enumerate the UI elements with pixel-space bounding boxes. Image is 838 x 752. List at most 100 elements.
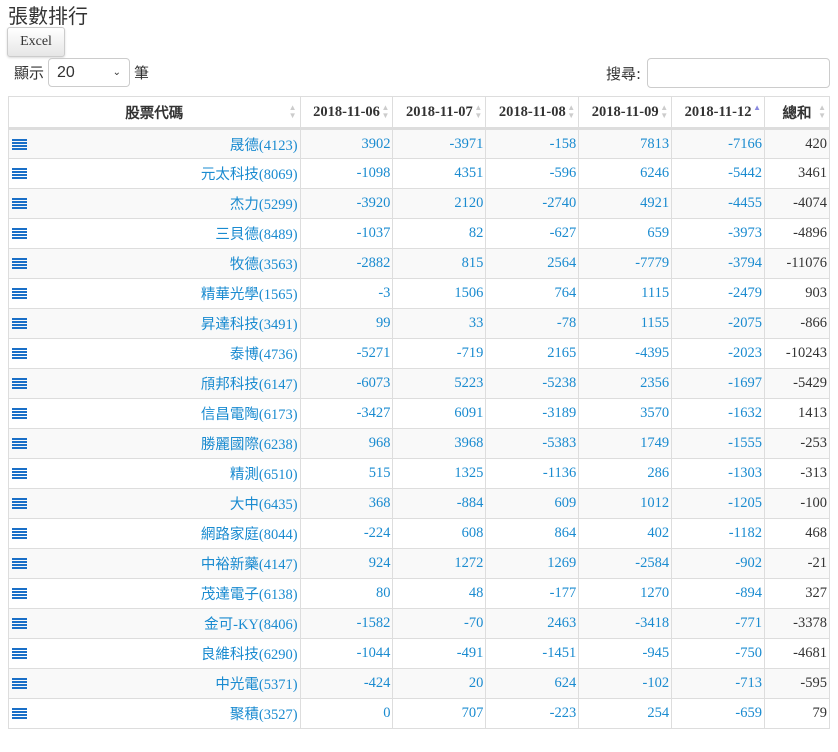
cell-text: 勝麗國際(6238) — [200, 437, 298, 453]
stock-link[interactable]: 大中(6435) — [8, 488, 301, 519]
cell-text: -1451 — [542, 645, 577, 661]
cell-text: -3973 — [728, 225, 762, 241]
value-cell: 2463 — [485, 608, 580, 639]
value-cell: -713 — [671, 668, 765, 699]
stock-link[interactable]: 泰博(4736) — [8, 338, 301, 369]
value-cell: 4921 — [578, 188, 673, 219]
cell-text: 659 — [647, 225, 670, 241]
value-cell: 6091 — [392, 398, 487, 429]
list-icon[interactable] — [12, 139, 27, 150]
stock-link[interactable]: 昇達科技(3491) — [8, 308, 301, 339]
value-cell: 707 — [392, 698, 487, 729]
column-header-2[interactable]: 2018-11-07 ▲ ▼ — [392, 96, 487, 130]
value-cell: 402 — [578, 518, 673, 549]
stock-link[interactable]: 中裕新藥(4147) — [8, 548, 301, 579]
cell-text: 5223 — [454, 375, 484, 391]
cell-text: 864 — [554, 525, 577, 541]
sum-cell: -253 — [764, 428, 830, 459]
stock-link[interactable]: 精華光學(1565) — [8, 278, 301, 309]
page-title: 張數排行 — [8, 4, 88, 28]
column-header-6[interactable]: 總和 ▲ ▼ — [764, 96, 830, 130]
value-cell: -1582 — [299, 608, 394, 639]
stock-link[interactable]: 聚積(3527) — [8, 698, 301, 729]
page-length-select[interactable]: 20 ⌄ — [48, 58, 131, 87]
value-cell: 2356 — [578, 368, 673, 399]
value-cell: -3794 — [671, 248, 765, 279]
list-icon[interactable] — [12, 228, 27, 239]
list-icon[interactable] — [12, 318, 27, 329]
stock-link[interactable]: 網路家庭(8044) — [8, 518, 301, 549]
cell-text: 402 — [647, 525, 670, 541]
stock-link[interactable]: 良維科技(6290) — [8, 638, 301, 669]
list-icon[interactable] — [12, 558, 27, 569]
list-icon[interactable] — [12, 708, 27, 719]
column-header-1[interactable]: 2018-11-06 ▲ ▼ — [299, 96, 394, 130]
sum-cell: -4074 — [764, 188, 830, 219]
stock-link[interactable]: 頎邦科技(6147) — [8, 368, 301, 399]
column-header-5[interactable]: 2018-11-12 ▲ — [671, 96, 765, 130]
list-icon[interactable] — [12, 438, 27, 449]
column-header-3[interactable]: 2018-11-08 ▲ ▼ — [485, 96, 580, 130]
cell-text: -595 — [800, 675, 827, 691]
list-icon[interactable] — [12, 258, 27, 269]
stock-link[interactable]: 元太科技(8069) — [8, 158, 301, 189]
cell-text: -7166 — [728, 135, 762, 152]
stock-link[interactable]: 三貝德(8489) — [8, 218, 301, 249]
cell-text: -1205 — [728, 495, 762, 511]
stock-link[interactable]: 晟德(4123) — [8, 128, 301, 159]
value-cell: -771 — [671, 608, 765, 639]
table-row: 頎邦科技(6147) -6073 5223 -5238 2356 -1697 -5429 — [8, 368, 830, 399]
cell-text: 中裕新藥(4147) — [200, 557, 298, 573]
value-cell: -3920 — [299, 188, 394, 219]
cell-text: -713 — [735, 675, 762, 691]
value-cell: 764 — [485, 278, 580, 309]
sum-cell: -21 — [764, 548, 830, 579]
stock-link[interactable]: 勝麗國際(6238) — [8, 428, 301, 459]
stock-link[interactable]: 金可-KY(8406) — [8, 608, 301, 639]
list-icon[interactable] — [12, 678, 27, 689]
value-cell: -158 — [485, 128, 580, 159]
list-icon[interactable] — [12, 498, 27, 509]
cell-text: 254 — [647, 705, 670, 721]
list-icon[interactable] — [12, 378, 27, 389]
list-icon[interactable] — [12, 198, 27, 209]
excel-export-button[interactable]: Excel — [7, 27, 65, 57]
value-cell: 82 — [392, 218, 487, 249]
list-icon[interactable] — [12, 528, 27, 539]
value-cell: -3971 — [392, 128, 487, 159]
list-icon[interactable] — [12, 408, 27, 419]
cell-text: 764 — [554, 285, 577, 301]
sum-cell: 420 — [764, 128, 830, 159]
value-cell: 6246 — [578, 158, 673, 189]
column-header-4[interactable]: 2018-11-09 ▲ ▼ — [578, 96, 673, 130]
table-row: 聚積(3527) 0 707 -223 254 -659 79 — [8, 698, 830, 729]
cell-text: -10243 — [785, 345, 827, 361]
list-icon[interactable] — [12, 588, 27, 599]
stock-link[interactable]: 精測(6510) — [8, 458, 301, 489]
search-input[interactable] — [647, 58, 830, 88]
list-icon[interactable] — [12, 648, 27, 659]
cell-text: 晟德(4123) — [229, 137, 298, 154]
stock-link[interactable]: 杰力(5299) — [8, 188, 301, 219]
cell-text: 1115 — [641, 285, 670, 301]
list-icon[interactable] — [12, 348, 27, 359]
stock-link[interactable]: 信昌電陶(6173) — [8, 398, 301, 429]
stock-link[interactable]: 中光電(5371) — [8, 668, 301, 699]
value-cell: -70 — [392, 608, 487, 639]
list-icon[interactable] — [12, 468, 27, 479]
stock-link[interactable]: 牧德(3563) — [8, 248, 301, 279]
list-icon[interactable] — [12, 288, 27, 299]
stock-link[interactable]: 茂達電子(6138) — [8, 578, 301, 609]
list-icon[interactable] — [12, 168, 27, 179]
sum-cell: 903 — [764, 278, 830, 309]
value-cell: 3570 — [578, 398, 673, 429]
value-cell: 1155 — [578, 308, 673, 339]
cell-text: -7779 — [635, 255, 670, 271]
search-control: 搜尋: — [606, 58, 830, 88]
cell-text: 2463 — [547, 615, 577, 631]
list-icon[interactable] — [12, 618, 27, 629]
value-cell: 1506 — [392, 278, 487, 309]
cell-text: -596 — [549, 165, 577, 181]
column-header-0[interactable]: 股票代碼 ▲ ▼ — [8, 96, 301, 130]
cell-text: 元太科技(8069) — [200, 167, 298, 183]
